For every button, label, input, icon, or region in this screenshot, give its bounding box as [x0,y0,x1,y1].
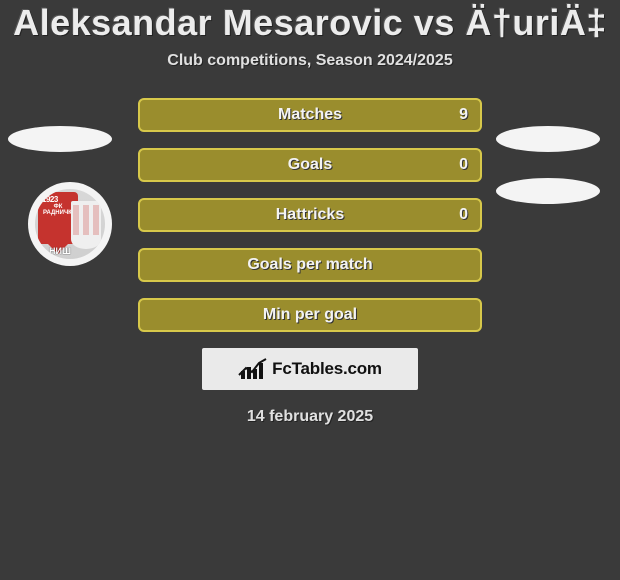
stat-label: Min per goal [263,306,357,324]
page-subtitle: Club competitions, Season 2024/2025 [0,52,620,70]
comparison-stats: Matches 9 Goals 0 Hattricks 0 Goals per … [0,98,620,332]
stat-label: Matches [278,106,342,124]
stat-label: Goals per match [247,256,372,274]
stat-value: 0 [459,206,468,224]
stat-row-matches: Matches 9 [138,98,482,132]
page-title: Aleksandar Mesarovic vs Ä†uriÄ‡ [0,2,620,44]
stat-label: Hattricks [276,206,344,224]
source-logo-text: FcTables.com [272,359,382,379]
bar-chart-icon [238,357,268,381]
stat-value: 0 [459,156,468,174]
source-logo-bar: FcTables.com [202,348,418,390]
snapshot-date: 14 february 2025 [0,408,620,426]
stat-row-goals: Goals 0 [138,148,482,182]
stat-row-min-per-goal: Min per goal [138,298,482,332]
stat-row-hattricks: Hattricks 0 [138,198,482,232]
stat-row-goals-per-match: Goals per match [138,248,482,282]
stat-value: 9 [459,106,468,124]
stat-label: Goals [288,156,332,174]
